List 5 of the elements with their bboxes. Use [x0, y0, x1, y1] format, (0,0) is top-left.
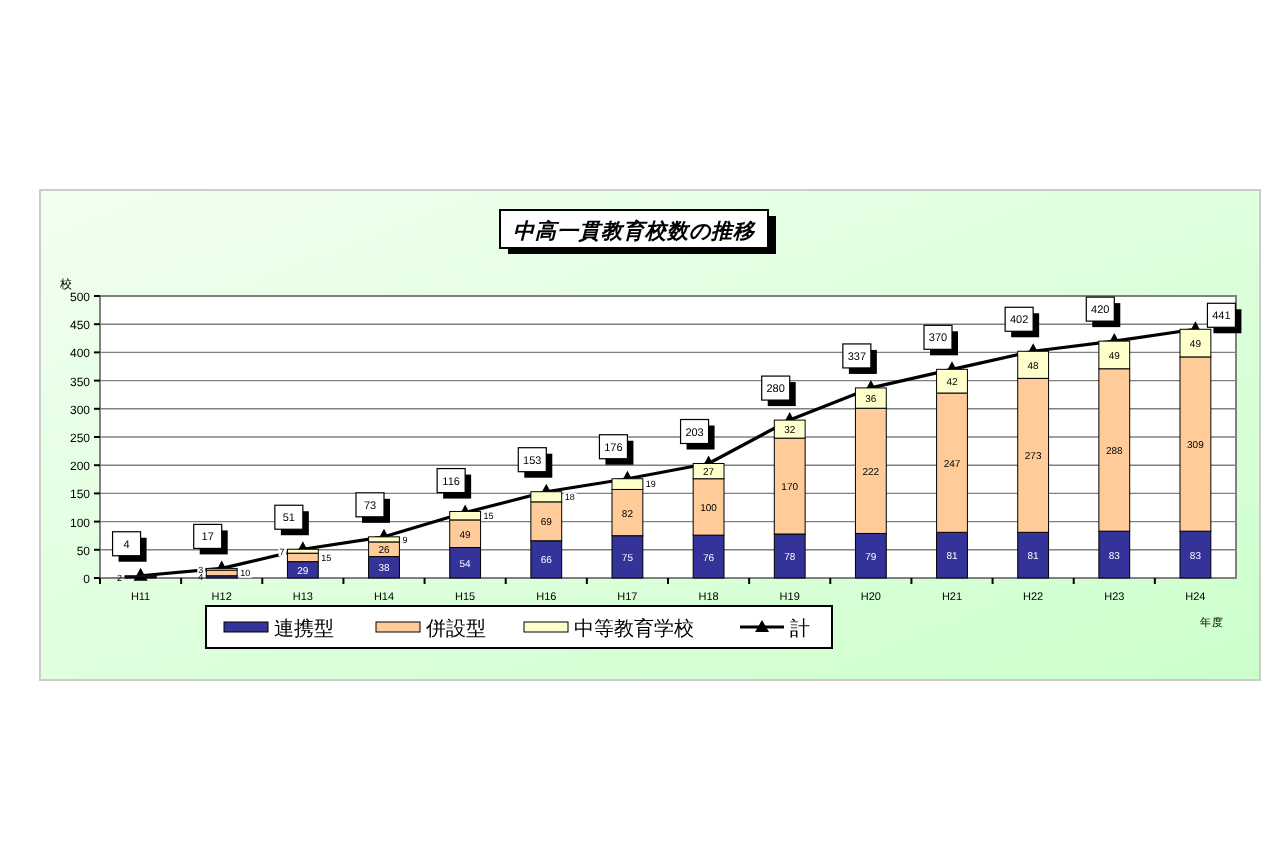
legend-label: 併設型	[426, 617, 486, 641]
legend-label: 連携型	[274, 617, 334, 641]
legend-label: 計	[790, 617, 810, 641]
legend-label: 中等教育学校	[574, 617, 694, 641]
chart-title: 中高一貫教育校数の推移	[513, 218, 757, 244]
